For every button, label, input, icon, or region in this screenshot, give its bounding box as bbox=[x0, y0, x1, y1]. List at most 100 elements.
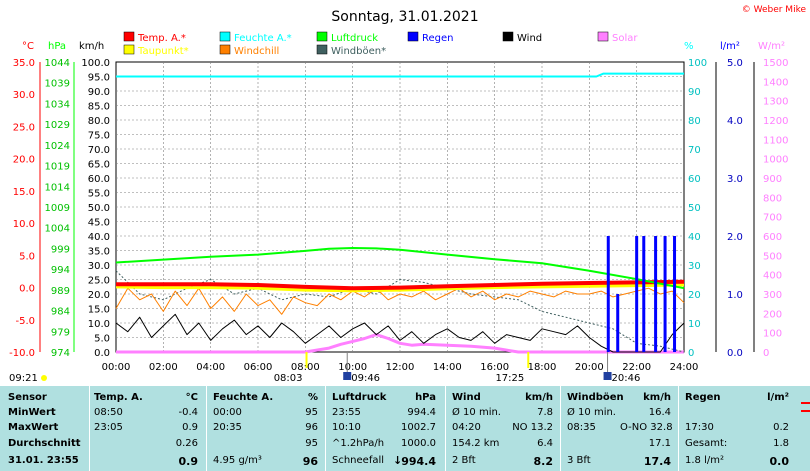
rain-bar bbox=[642, 236, 646, 352]
tick-label-wind: 80.0 bbox=[88, 116, 110, 127]
col-unit-regen: l/m² bbox=[767, 392, 789, 403]
x-tick-label: 04:00 bbox=[196, 362, 225, 373]
cell-wind-value: 8.2 bbox=[533, 455, 554, 468]
tick-label-wind: 40.0 bbox=[88, 232, 110, 243]
axis-unit-pressure: hPa bbox=[48, 41, 66, 52]
cell-feuchte-meta: 20:35 bbox=[213, 422, 242, 433]
tick-label-humidity: 10 bbox=[688, 319, 701, 330]
row-label: MinWert bbox=[8, 407, 56, 418]
tick-label-temp: 30.0 bbox=[13, 90, 35, 101]
cell-luftdruck-meta: Schneefall bbox=[332, 455, 385, 466]
temp-min-label: 09:21 bbox=[9, 373, 38, 384]
tick-label-wind: 10.0 bbox=[88, 319, 110, 330]
cell-wind-value: 6.4 bbox=[537, 438, 553, 449]
col-header-wind: Wind bbox=[452, 392, 481, 403]
legend-swatch bbox=[407, 31, 419, 42]
tick-label-pressure: 1044 bbox=[45, 58, 70, 69]
tick-label-humidity: 0 bbox=[688, 348, 694, 359]
tick-label-humidity: 90 bbox=[688, 87, 701, 98]
arrow-down-icon: ↓ bbox=[393, 454, 403, 467]
tick-label-solar: 100 bbox=[763, 329, 782, 340]
cell-boeen-value: 16.4 bbox=[648, 407, 671, 418]
col-header-regen: Regen bbox=[685, 392, 721, 403]
cell-regen-meta: 1.8 l/m² bbox=[685, 455, 724, 466]
col-header-temp: Temp. A. bbox=[94, 392, 143, 403]
tick-label-pressure: 1014 bbox=[45, 182, 70, 193]
tick-label-pressure: 984 bbox=[51, 307, 70, 318]
series-line bbox=[115, 270, 685, 353]
tick-label-wind: 20.0 bbox=[88, 290, 110, 301]
x-tick-label: 10:00 bbox=[338, 362, 367, 373]
tick-label-temp: 5.0 bbox=[19, 251, 35, 262]
tick-label-wind: 55.0 bbox=[88, 189, 110, 200]
legend-swatch bbox=[219, 44, 231, 55]
tick-label-solar: 1100 bbox=[763, 135, 788, 146]
tick-label-temp: 25.0 bbox=[13, 122, 35, 133]
tick-label-humidity: 40 bbox=[688, 232, 701, 243]
series-line bbox=[115, 287, 685, 315]
cell-wind-value: NO 13.2 bbox=[512, 422, 553, 433]
x-tick-label: 24:00 bbox=[670, 362, 699, 373]
x-tick-label: 18:00 bbox=[528, 362, 557, 373]
cell-luftdruck-value: 994.4 bbox=[407, 407, 436, 418]
moon-time-label: 09:46 bbox=[351, 373, 380, 384]
tick-label-pressure: 994 bbox=[51, 265, 70, 276]
legend-swatch bbox=[123, 44, 135, 55]
tick-label-pressure: 979 bbox=[51, 327, 70, 338]
tick-label-solar: 300 bbox=[763, 290, 782, 301]
cell-temp-meta: 23:05 bbox=[94, 422, 123, 433]
legend-label: Regen bbox=[422, 33, 454, 44]
col-header-feuchte: Feuchte A. bbox=[213, 392, 274, 403]
cell-regen-meta: 17:30 bbox=[685, 422, 714, 433]
tick-label-humidity: 50 bbox=[688, 203, 701, 214]
summary-table: Sensor Temp. A. °C Feuchte A. % Luftdruc… bbox=[0, 386, 810, 471]
credit-text: © Weber Mike bbox=[742, 5, 807, 15]
legend-swatch bbox=[502, 31, 514, 42]
legend-label: Windchill bbox=[234, 46, 279, 57]
rain-bar bbox=[616, 294, 620, 352]
tick-label-temp: 0.0 bbox=[19, 284, 35, 295]
tick-label-solar: 200 bbox=[763, 309, 782, 320]
cell-regen-value: 0.0 bbox=[769, 455, 790, 468]
moon-time-label: 20:46 bbox=[612, 373, 641, 384]
tick-label-humidity: 30 bbox=[688, 261, 701, 272]
cell-temp-meta: 08:50 bbox=[94, 407, 123, 418]
tick-label-rain: 1.0 bbox=[727, 290, 743, 301]
tick-label-humidity: 70 bbox=[688, 145, 701, 156]
cell-feuchte-meta: 4.95 g/m³ bbox=[213, 455, 262, 466]
tick-label-temp: -10.0 bbox=[9, 348, 35, 359]
tick-label-pressure: 974 bbox=[51, 348, 70, 359]
cell-boeen-meta: Ø 10 min. bbox=[567, 407, 616, 418]
tick-label-temp: -5.0 bbox=[15, 316, 35, 327]
tick-label-humidity: 100 bbox=[688, 58, 707, 69]
tick-label-rain: 5.0 bbox=[727, 58, 743, 69]
series-line bbox=[116, 333, 684, 354]
rain-bar bbox=[606, 236, 610, 352]
tick-label-humidity: 60 bbox=[688, 174, 701, 185]
col-header-boeen: Windböen bbox=[567, 392, 624, 403]
tick-label-wind: 0.0 bbox=[94, 348, 110, 359]
legend-label: Wind bbox=[517, 33, 542, 44]
tick-label-rain: 2.0 bbox=[727, 232, 743, 243]
col-unit-wind: km/h bbox=[525, 392, 553, 403]
tick-label-solar: 1000 bbox=[763, 155, 788, 166]
tick-label-solar: 1500 bbox=[763, 58, 788, 69]
tick-label-wind: 60.0 bbox=[88, 174, 110, 185]
x-tick-label: 22:00 bbox=[622, 362, 651, 373]
tick-label-temp: 15.0 bbox=[13, 187, 35, 198]
tick-label-temp: 10.0 bbox=[13, 219, 35, 230]
tick-label-humidity: 20 bbox=[688, 290, 701, 301]
cell-luftdruck-value: 994.4 bbox=[401, 455, 436, 468]
tick-label-pressure: 1034 bbox=[45, 99, 70, 110]
tick-label-temp: 35.0 bbox=[13, 58, 35, 69]
legend-swatch bbox=[597, 31, 609, 42]
axis-unit-humidity: % bbox=[684, 41, 694, 52]
tick-label-wind: 85.0 bbox=[88, 102, 110, 113]
axis-unit-temp: °C bbox=[22, 41, 34, 52]
tick-label-pressure: 1009 bbox=[45, 203, 70, 214]
weather-chart: Sonntag, 31.01.2021 © Weber Mike Temp. A.*… bbox=[9, 5, 807, 384]
tick-label-solar: 900 bbox=[763, 174, 782, 185]
cell-boeen-meta: 3 Bft bbox=[567, 455, 591, 466]
cell-regen-value: 0.2 bbox=[773, 422, 789, 433]
col-unit-boeen: km/h bbox=[643, 392, 671, 403]
